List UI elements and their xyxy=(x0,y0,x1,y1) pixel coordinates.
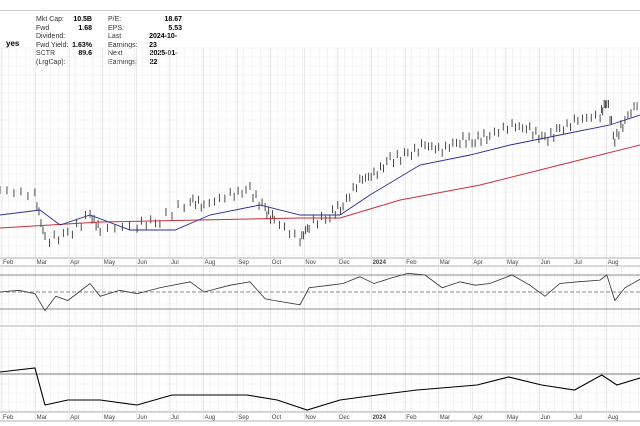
stat-row: Next Earnings: 2025-01-22 xyxy=(108,50,182,67)
x-tick-label: Mar xyxy=(37,260,47,266)
x-tick-label: Jul xyxy=(171,260,179,266)
x-tick-label: Aug xyxy=(205,415,216,421)
x-tick-label: Jul xyxy=(574,260,582,266)
rsi-line xyxy=(0,272,640,312)
stat-value: 5.53 xyxy=(168,24,182,32)
x-tick-label: Jul xyxy=(171,415,179,421)
x-tick-label: Apr xyxy=(473,260,482,266)
x-tick-label: 2024 xyxy=(373,260,387,266)
x-tick-label: May xyxy=(104,260,115,266)
stat-value: 10.5B xyxy=(73,16,92,23)
stats-right: P/E: 18.67 EPS: 5.53 Last Earnings: 2024-10-2… xyxy=(108,16,182,67)
x-tick-label: Feb xyxy=(3,260,14,266)
x-tick-label: May xyxy=(507,260,518,266)
x-tick-label: Jun xyxy=(137,260,147,266)
flag-value: yes xyxy=(6,39,20,48)
x-tick-label: Dec xyxy=(339,415,350,421)
stat-row: Fwd Yield: 1.63% xyxy=(36,42,92,51)
stat-value: 1.68 xyxy=(78,24,92,32)
stat-label: Next Earnings: xyxy=(108,50,138,66)
x-tick-label: 2024 xyxy=(373,415,387,421)
x-tick-label: Feb xyxy=(406,415,417,421)
x-tick-label: Feb xyxy=(3,415,14,421)
stat-label: Last Earnings: xyxy=(108,33,138,49)
stat-label: Fwd Dividend: xyxy=(36,24,66,41)
stat-label: Mkt Cap: xyxy=(36,16,65,23)
x-tick-label: Sep xyxy=(238,260,249,266)
x-tick-label: Aug xyxy=(205,260,216,266)
stat-label: SCTR (LrgCap): xyxy=(36,50,66,66)
stat-row: EPS: 5.53 xyxy=(108,25,182,34)
stats-left: Mkt Cap: 10.5B Fwd Dividend: 1.68 Fwd Yield:… xyxy=(36,16,92,67)
x-tick-label: Apr xyxy=(70,260,79,266)
x-tick-label: Apr xyxy=(473,415,482,421)
x-tick-label: Dec xyxy=(339,260,350,266)
x-tick-label: Jun xyxy=(137,415,147,421)
x-tick-label: Feb xyxy=(406,260,417,266)
stat-label: Fwd Yield: xyxy=(36,41,69,49)
x-tick-label: Oct xyxy=(272,260,282,266)
x-tick-label: Aug xyxy=(608,415,619,421)
stat-row: Last Earnings: 2024-10-23 xyxy=(108,33,182,50)
x-tick-label: Jun xyxy=(541,260,551,266)
x-tick-label: Jun xyxy=(541,415,551,421)
top-divider xyxy=(0,10,640,11)
stat-row: Mkt Cap: 10.5B xyxy=(36,16,92,25)
lower-indicator-line xyxy=(0,367,640,411)
x-tick-label: Oct xyxy=(272,415,282,421)
stat-row: Fwd Dividend: 1.68 xyxy=(36,25,92,42)
stat-value: 1.63% xyxy=(72,41,92,49)
stat-value: 2025-01-22 xyxy=(149,50,178,66)
x-tick-label: Mar xyxy=(440,415,450,421)
x-tick-label: Nov xyxy=(305,260,316,266)
x-tick-label: Jul xyxy=(574,415,582,421)
ma200-line xyxy=(0,144,640,229)
stat-value: 2024-10-23 xyxy=(149,33,178,49)
stat-label: P/E: xyxy=(108,16,122,23)
x-tick-label: May xyxy=(104,415,115,421)
ma50-line xyxy=(0,114,640,231)
x-tick-label: Nov xyxy=(305,415,316,421)
stat-label: EPS: xyxy=(108,24,124,32)
x-tick-label: Apr xyxy=(70,415,79,421)
stat-value: 18.67 xyxy=(164,16,182,23)
stat-value: 89.6 xyxy=(78,50,92,57)
stat-row: P/E: 18.67 xyxy=(108,16,182,25)
x-tick-label: Mar xyxy=(440,260,450,266)
stat-row: SCTR (LrgCap): 89.6 xyxy=(36,50,92,67)
x-tick-label: Aug xyxy=(608,260,619,266)
x-tick-label: Mar xyxy=(37,415,47,421)
x-tick-label: May xyxy=(507,415,518,421)
x-tick-label: Sep xyxy=(238,415,249,421)
